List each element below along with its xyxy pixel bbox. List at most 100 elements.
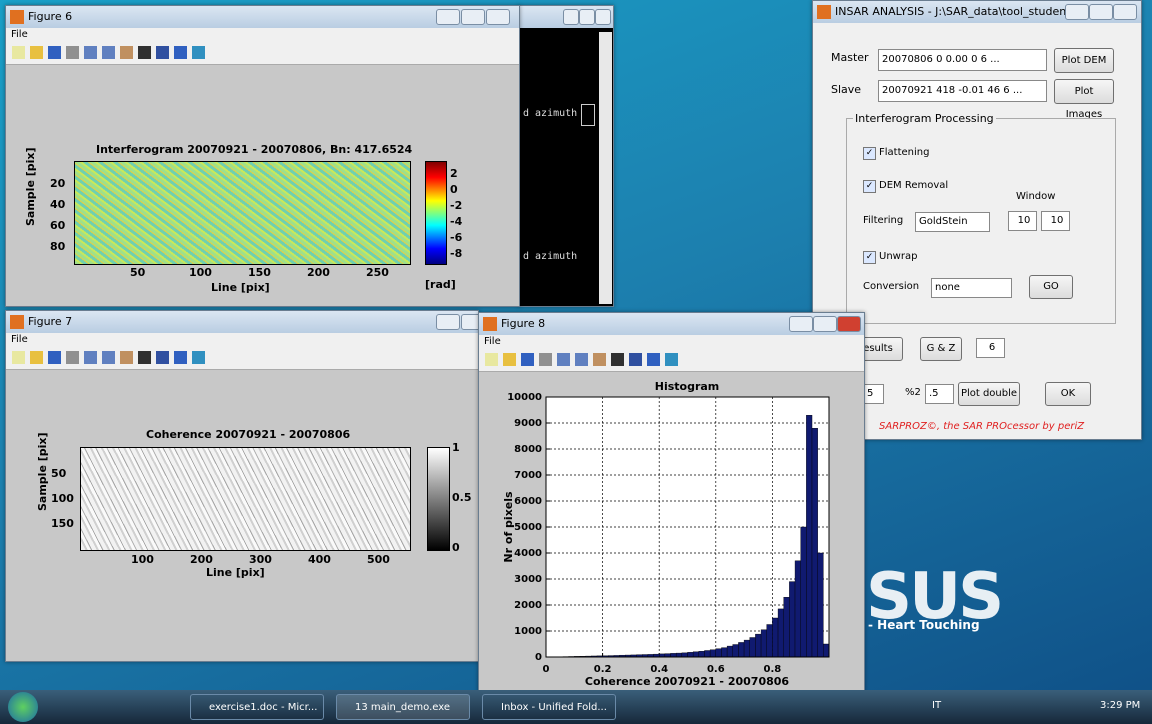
plot-images-button[interactable]: Plot Images bbox=[1054, 79, 1114, 104]
bar bbox=[676, 653, 682, 657]
toolbar-icon[interactable] bbox=[12, 46, 25, 59]
figure-window: Figure 6 File Interferogram 20070921 - 2… bbox=[5, 5, 520, 307]
toolbar-icon[interactable] bbox=[156, 46, 169, 59]
toolbar-icon[interactable] bbox=[174, 351, 187, 364]
x-tick-label: 0 bbox=[543, 664, 550, 675]
toolbar-icon[interactable] bbox=[66, 351, 79, 364]
y-tick-label: 8000 bbox=[514, 444, 542, 455]
y-tick-label: 150 bbox=[51, 517, 74, 530]
toolbar-icon[interactable] bbox=[485, 353, 498, 366]
bar bbox=[693, 652, 699, 657]
x-tick-label: 100 bbox=[189, 266, 212, 279]
toolbar-icon[interactable] bbox=[174, 46, 187, 59]
toolbar-icon[interactable] bbox=[611, 353, 624, 366]
toolbar-icon[interactable] bbox=[192, 46, 205, 59]
y-tick-label: 80 bbox=[50, 240, 65, 253]
title-bar: INSAR ANALYSIS - J:\SAR_data\tool_studen… bbox=[813, 1, 1141, 23]
toolbar bbox=[479, 349, 864, 372]
toolbar-icon[interactable] bbox=[521, 353, 534, 366]
p1-input[interactable]: 5 bbox=[863, 384, 884, 404]
x-tick-label: 300 bbox=[249, 553, 272, 566]
toolbar-icon[interactable] bbox=[647, 353, 660, 366]
toolbar-icon[interactable] bbox=[120, 351, 133, 364]
label: Unwrap bbox=[879, 251, 917, 262]
bar bbox=[784, 597, 790, 657]
checkbox[interactable]: ✓ bbox=[863, 251, 876, 264]
label: Filtering bbox=[863, 215, 903, 226]
console-box bbox=[581, 104, 595, 126]
start-button[interactable] bbox=[8, 692, 38, 722]
taskbar-item[interactable]: Inbox - Unified Fold... bbox=[482, 694, 616, 720]
bar bbox=[823, 644, 829, 657]
toolbar-icon[interactable] bbox=[593, 353, 606, 366]
go-button[interactable]: GO bbox=[1029, 275, 1073, 299]
ok-button[interactable]: OK bbox=[1045, 382, 1091, 406]
menu-file[interactable]: File bbox=[479, 335, 864, 349]
plot-double-button[interactable]: Plot double bbox=[958, 382, 1020, 406]
x-tick-label: 0.6 bbox=[707, 664, 725, 675]
label: Flattening bbox=[879, 147, 929, 158]
y-tick-label: 2000 bbox=[514, 600, 542, 611]
colorbar bbox=[425, 161, 447, 265]
colorbar-unit: [rad] bbox=[425, 278, 456, 291]
toolbar-icon[interactable] bbox=[629, 353, 642, 366]
label: %2 bbox=[905, 387, 921, 398]
taskbar-item[interactable]: 13 main_demo.exe bbox=[336, 694, 470, 720]
x-tick-label: 50 bbox=[130, 266, 145, 279]
checkbox[interactable]: ✓ bbox=[863, 147, 876, 160]
toolbar-icon[interactable] bbox=[665, 353, 678, 366]
footer-text: SARPROZ©, the SAR PROcessor by periZ bbox=[879, 421, 1084, 432]
toolbar-icon[interactable] bbox=[575, 353, 588, 366]
gz-button[interactable]: G & Z bbox=[920, 337, 962, 361]
toolbar-icon[interactable] bbox=[48, 351, 61, 364]
bar bbox=[812, 428, 818, 657]
toolbar-icon[interactable] bbox=[30, 351, 43, 364]
conversion-select[interactable]: none bbox=[931, 278, 1012, 298]
toolbar-icon[interactable] bbox=[66, 46, 79, 59]
x-tick-label: 500 bbox=[367, 553, 390, 566]
toolbar-icon[interactable] bbox=[30, 46, 43, 59]
p2-input[interactable]: .5 bbox=[925, 384, 954, 404]
master-select[interactable]: 20070806 0 0.00 0 6 ... bbox=[878, 49, 1047, 71]
language[interactable]: IT bbox=[932, 700, 941, 711]
toolbar-icon[interactable] bbox=[138, 351, 151, 364]
toolbar-icon[interactable] bbox=[102, 46, 115, 59]
gz-input[interactable]: 6 bbox=[976, 338, 1005, 358]
window-title: Figure 7 bbox=[28, 315, 72, 328]
plot-dem-button[interactable]: Plot DEM bbox=[1054, 48, 1114, 73]
label: Master bbox=[831, 51, 869, 64]
menu-file[interactable]: File bbox=[6, 333, 478, 347]
toolbar-icon[interactable] bbox=[120, 46, 133, 59]
bar bbox=[761, 630, 767, 657]
y-tick-label: 60 bbox=[50, 219, 65, 232]
bar bbox=[801, 527, 807, 657]
clock[interactable]: 3:29 PM bbox=[1100, 700, 1140, 711]
toolbar-icon[interactable] bbox=[12, 351, 25, 364]
plot-title: Interferogram 20070921 - 20070806, Bn: 4… bbox=[96, 143, 412, 156]
toolbar-icon[interactable] bbox=[192, 351, 205, 364]
toolbar-icon[interactable] bbox=[48, 46, 61, 59]
colorbar bbox=[427, 447, 450, 551]
window-title: INSAR ANALYSIS - J:\SAR_data\tool_studen… bbox=[835, 5, 1077, 18]
toolbar-icon[interactable] bbox=[84, 46, 97, 59]
window-input[interactable]: 10 bbox=[1008, 211, 1037, 231]
window-input[interactable]: 10 bbox=[1041, 211, 1070, 231]
x-tick-label: 200 bbox=[190, 553, 213, 566]
x-tick-label: 200 bbox=[307, 266, 330, 279]
filter-select[interactable]: GoldStein bbox=[915, 212, 990, 232]
bar bbox=[744, 640, 750, 657]
menu-file[interactable]: File bbox=[6, 28, 519, 42]
y-tick-label: 6000 bbox=[514, 496, 542, 507]
checkbox[interactable]: ✓ bbox=[863, 180, 876, 193]
toolbar-icon[interactable] bbox=[539, 353, 552, 366]
toolbar-icon[interactable] bbox=[102, 351, 115, 364]
slave-select[interactable]: 20070921 418 -0.01 46 6 ... bbox=[878, 80, 1047, 102]
toolbar-icon[interactable] bbox=[503, 353, 516, 366]
toolbar-icon[interactable] bbox=[84, 351, 97, 364]
toolbar-icon[interactable] bbox=[156, 351, 169, 364]
toolbar-icon[interactable] bbox=[138, 46, 151, 59]
scrollbar[interactable] bbox=[599, 32, 612, 304]
toolbar-icon[interactable] bbox=[557, 353, 570, 366]
desktop: SUS - Heart Touching INSAR ANALYSIS - J:… bbox=[0, 0, 1152, 724]
taskbar-item[interactable]: exercise1.doc - Micr... bbox=[190, 694, 324, 720]
